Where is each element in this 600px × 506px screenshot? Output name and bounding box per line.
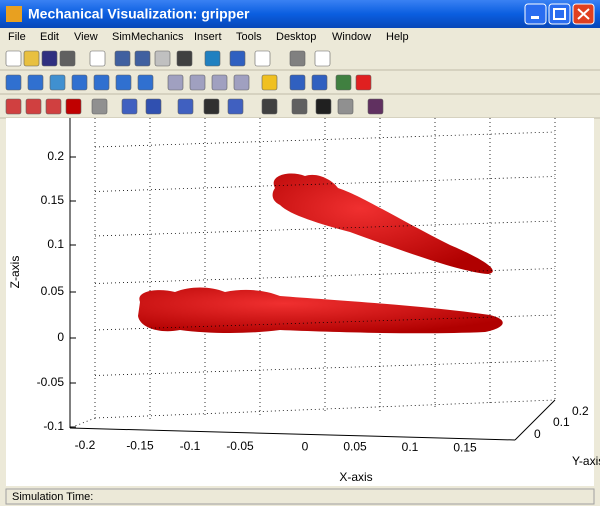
menu-item[interactable]: SimMechanics: [112, 31, 184, 43]
toolbar-button[interactable]: [116, 75, 131, 90]
x-tick-label: 0.15: [453, 440, 477, 454]
toolbar-button[interactable]: [6, 75, 21, 90]
toolbar-button[interactable]: [168, 75, 183, 90]
minimize-icon: [531, 16, 539, 19]
toolbar-button[interactable]: [290, 51, 305, 66]
toolbar-button[interactable]: [138, 75, 153, 90]
x-tick-label: 0: [302, 439, 309, 453]
toolbar-button[interactable]: [177, 51, 192, 66]
toolbar-button[interactable]: [26, 99, 41, 114]
z-tick-label: 0.05: [41, 284, 65, 298]
y-tick-label: 0.1: [553, 415, 570, 429]
toolbar-button[interactable]: [155, 51, 170, 66]
status-text: Simulation Time:: [12, 491, 93, 503]
window: Mechanical Visualization: gripper File Ed…: [0, 0, 600, 506]
toolbar-button[interactable]: [234, 75, 249, 90]
menu-item[interactable]: View: [74, 31, 98, 43]
toolbar-button[interactable]: [60, 51, 75, 66]
menu-item[interactable]: Insert: [194, 31, 222, 43]
toolbar-button[interactable]: [46, 99, 61, 114]
z-tick-label: 0.15: [41, 193, 65, 207]
toolbar-button[interactable]: [135, 51, 150, 66]
toolbar-button[interactable]: [212, 75, 227, 90]
z-tick-label: 0.1: [47, 237, 64, 251]
z-axis-label: Z-axis: [8, 256, 22, 289]
toolbar-button[interactable]: [368, 99, 383, 114]
toolbar-button[interactable]: [336, 75, 351, 90]
x-tick-label: -0.15: [126, 438, 154, 452]
z-tick-label: 0: [57, 330, 64, 344]
z-tick-label: 0.2: [47, 149, 64, 163]
x-tick-label: 0.05: [343, 440, 367, 454]
x-tick-label: -0.2: [75, 438, 96, 452]
toolbar-button[interactable]: [262, 75, 277, 90]
toolbar-button[interactable]: [24, 51, 39, 66]
menu-item[interactable]: File: [8, 31, 26, 43]
toolbar-button[interactable]: [315, 51, 330, 66]
toolbar-button[interactable]: [312, 75, 327, 90]
app-icon: [6, 6, 22, 22]
x-tick-label: 0.1: [402, 440, 419, 454]
toolbar-button[interactable]: [115, 51, 130, 66]
menu-item[interactable]: Help: [386, 31, 409, 43]
toolbar-button[interactable]: [94, 75, 109, 90]
toolbar-button[interactable]: [92, 99, 107, 114]
toolbar-button[interactable]: [356, 75, 371, 90]
toolbar-button[interactable]: [122, 99, 137, 114]
y-tick-label: 0: [534, 427, 541, 441]
menu-item[interactable]: Tools: [236, 31, 262, 43]
x-tick-label: -0.1: [180, 439, 201, 453]
toolbar-button[interactable]: [338, 99, 353, 114]
toolbar-button[interactable]: [190, 75, 205, 90]
toolbar-button[interactable]: [205, 51, 220, 66]
toolbar-button[interactable]: [262, 99, 277, 114]
toolbar-button[interactable]: [290, 75, 305, 90]
menu-item[interactable]: Window: [332, 31, 371, 43]
toolbar-button[interactable]: [230, 51, 245, 66]
x-tick-label: -0.05: [226, 439, 254, 453]
screen: Mechanical Visualization: gripper File Ed…: [0, 0, 600, 506]
z-tick-label: -0.1: [43, 419, 64, 433]
x-axis-label: X-axis: [339, 470, 372, 484]
toolbar-button[interactable]: [28, 75, 43, 90]
toolbar-button[interactable]: [72, 75, 87, 90]
toolbar-button[interactable]: [6, 99, 21, 114]
y-tick-label: 0.2: [572, 404, 589, 418]
maximize-button[interactable]: [549, 4, 570, 24]
toolbar-button[interactable]: [42, 51, 57, 66]
minimize-button[interactable]: [525, 4, 546, 24]
toolbar-button[interactable]: [204, 99, 219, 114]
toolbar-button[interactable]: [50, 75, 65, 90]
toolbar-button[interactable]: [90, 51, 105, 66]
menu-item[interactable]: Desktop: [276, 31, 316, 43]
menu-item[interactable]: Edit: [40, 31, 59, 43]
window-title: Mechanical Visualization: gripper: [28, 6, 250, 22]
z-tick-label: -0.05: [37, 375, 65, 389]
toolbar-button[interactable]: [6, 51, 21, 66]
toolbar-button[interactable]: [146, 99, 161, 114]
toolbar-button[interactable]: [178, 99, 193, 114]
toolbar-button[interactable]: [316, 99, 331, 114]
toolbar-button[interactable]: [255, 51, 270, 66]
toolbar-button[interactable]: [292, 99, 307, 114]
toolbar-button[interactable]: [66, 99, 81, 114]
toolbar-button[interactable]: [228, 99, 243, 114]
y-axis-label: Y-axis: [572, 454, 600, 468]
